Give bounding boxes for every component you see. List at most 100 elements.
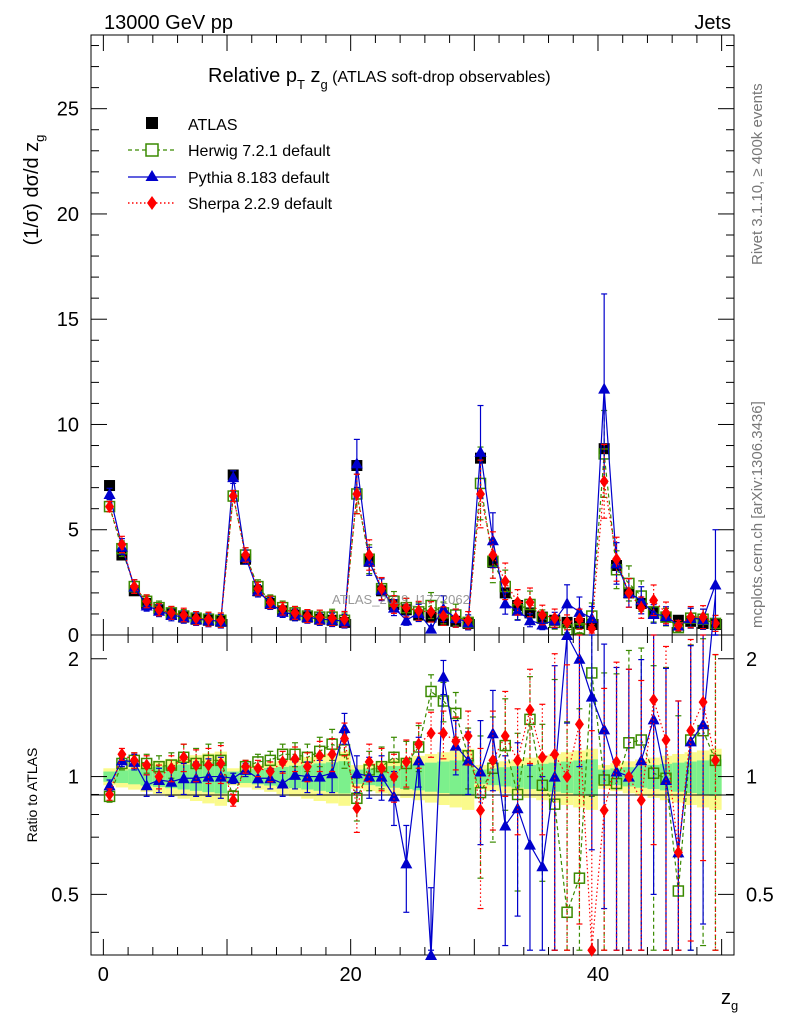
main-point-pythia [561, 597, 574, 609]
xtick-label: 40 [587, 964, 609, 986]
main-point-sherpa [352, 487, 362, 501]
main-point-sherpa [179, 608, 189, 622]
side-label-bottom: mcplots.cern.ch [arXiv:1306.3436] [749, 401, 766, 628]
main-point-sherpa [649, 593, 659, 607]
main-point-sherpa [216, 613, 226, 627]
ratio-band-inner [437, 761, 450, 794]
ratio-point-pythia [647, 713, 660, 725]
xlabel: zg [721, 987, 738, 1013]
main-point-sherpa [142, 594, 152, 608]
ratio-ytick-label-right: 2 [746, 649, 757, 671]
ratio-band-inner [338, 761, 351, 794]
legend-atlas-marker [146, 117, 158, 129]
main-point-sherpa [401, 601, 411, 615]
ratio-point-sherpa [438, 726, 448, 740]
main-ytick-label: 5 [68, 520, 79, 542]
ratio-marks [103, 594, 722, 960]
main-point-pythia [400, 614, 413, 626]
ratio-point-sherpa [599, 803, 609, 817]
main-point-sherpa [525, 595, 535, 609]
ratio-point-pythia [387, 790, 400, 802]
ratio-band-inner [128, 769, 141, 785]
main-point-pythia [499, 597, 512, 609]
ratio-point-sherpa [216, 756, 226, 770]
ratio-point-pythia [251, 772, 264, 784]
ratio-point-sherpa [129, 753, 139, 767]
xtick-label: 20 [340, 964, 362, 986]
ratio-point-pythia [227, 772, 240, 784]
ratio-point-sherpa [649, 693, 659, 707]
ratio-point-sherpa [612, 755, 622, 769]
main-point-sherpa [686, 610, 696, 624]
ratio-point-pythia [326, 767, 339, 779]
ratio-band-inner [424, 762, 438, 792]
main-point-sherpa [278, 602, 288, 616]
ratio-point-sherpa [537, 750, 547, 764]
ratio-point-sherpa [488, 753, 498, 767]
main-point-sherpa [624, 586, 634, 600]
main-ytick-label: 25 [57, 99, 79, 121]
ratio-point-pythia [289, 768, 302, 780]
ratio-point-sherpa [166, 761, 176, 775]
main-ytick-label: 15 [57, 309, 79, 331]
legend-pythia-label: Pythia 8.183 default [188, 170, 330, 187]
ratio-point-pythia [313, 770, 326, 782]
ratio-point-sherpa [315, 749, 325, 763]
main-point-sherpa [191, 611, 201, 625]
ratio-point-pythia [437, 670, 450, 682]
ratio-ytick-label-right: 0.5 [746, 884, 774, 906]
ratio-point-sherpa [339, 732, 349, 746]
main-point-sherpa [265, 595, 275, 609]
ratio-point-pythia [202, 770, 215, 782]
ratio-point-sherpa [710, 753, 720, 767]
ratio-point-pythia [585, 690, 598, 702]
ratio-point-sherpa [624, 770, 634, 784]
ratio-point-sherpa [377, 761, 387, 775]
main-point-sherpa [476, 487, 486, 501]
main-point-sherpa [537, 608, 547, 622]
ratio-point-herwig [437, 695, 450, 707]
main-point-pythia [425, 622, 438, 634]
main-point-pythia [573, 605, 586, 617]
ratio-point-sherpa [476, 803, 486, 817]
main-point-sherpa [488, 548, 498, 562]
ratio-band-inner [573, 760, 586, 795]
ratio-ytick-label-right: 1 [746, 767, 757, 789]
ratio-point-pythia [190, 772, 203, 784]
main-point-pythia [635, 594, 648, 606]
main-point-pythia [598, 382, 611, 394]
ratio-point-sherpa [500, 729, 510, 743]
ratio-point-pythia [474, 765, 487, 777]
ratio-point-sherpa [550, 747, 560, 761]
ratio-point-sherpa [278, 755, 288, 769]
ratio-point-sherpa [587, 943, 597, 957]
ratio-point-sherpa [401, 755, 411, 769]
main-point-pythia [474, 445, 487, 457]
ratio-point-pythia [301, 770, 314, 782]
ratio-point-sherpa [562, 770, 572, 784]
main-point-sherpa [451, 611, 461, 625]
main-point-sherpa [574, 612, 584, 626]
ratio-point-pythia [140, 779, 153, 791]
main-point-sherpa [612, 552, 622, 566]
main-point-sherpa [228, 489, 238, 503]
ratio-point-sherpa [327, 747, 337, 761]
ratio-point-sherpa [414, 737, 424, 751]
main-point-sherpa [105, 500, 115, 514]
main-point-sherpa [550, 611, 560, 625]
main-point-sherpa [389, 597, 399, 611]
ratio-point-pythia [523, 838, 536, 850]
ratio-point-sherpa [142, 758, 152, 772]
main-point-sherpa [438, 609, 448, 623]
main-point-sherpa [364, 548, 374, 562]
ratio-point-sherpa [352, 801, 362, 815]
ratio-point-sherpa [686, 724, 696, 738]
ratio-point-pythia [561, 629, 574, 640]
title-rest: z [305, 65, 321, 87]
ratio-ytick-label: 1 [68, 767, 79, 789]
main-ticks: 0 5 10 15 20 25 [57, 35, 734, 647]
main-point-pythia [709, 578, 722, 590]
main-point-sherpa [339, 612, 349, 626]
series-line-sherpa [108, 481, 716, 630]
ratio-point-sherpa [154, 770, 164, 784]
